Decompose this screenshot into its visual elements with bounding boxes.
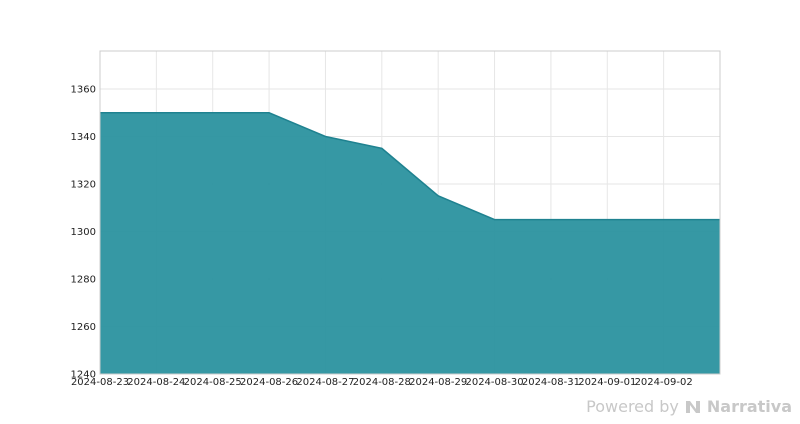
- y-tick-label: 1300: [71, 227, 96, 238]
- watermark: Powered by Narrativa: [586, 397, 792, 416]
- watermark-brand: Narrativa: [707, 397, 792, 416]
- x-tick-label: 2024-09-02: [635, 377, 693, 388]
- y-tick-label: 1320: [71, 180, 96, 191]
- x-tick-label: 2024-08-30: [465, 377, 523, 388]
- x-tick-label: 2024-08-29: [409, 377, 467, 388]
- x-tick-label: 2024-08-25: [184, 377, 242, 388]
- x-tick-label: 2024-08-24: [127, 377, 185, 388]
- y-tick-label: 1280: [71, 275, 96, 286]
- x-tick-label: 2024-08-26: [240, 377, 298, 388]
- x-axis-ticks: 2024-08-232024-08-242024-08-252024-08-26…: [71, 377, 693, 388]
- narrativa-logo-icon: [685, 400, 701, 414]
- watermark-prefix: Powered by: [586, 397, 679, 416]
- x-tick-label: 2024-09-01: [578, 377, 636, 388]
- y-tick-label: 1260: [71, 322, 96, 333]
- y-tick-label: 1360: [71, 85, 96, 96]
- x-tick-label: 2024-08-31: [522, 377, 580, 388]
- x-tick-label: 2024-08-27: [296, 377, 354, 388]
- y-tick-label: 1340: [71, 132, 96, 143]
- x-tick-label: 2024-08-23: [71, 377, 129, 388]
- x-tick-label: 2024-08-28: [353, 377, 411, 388]
